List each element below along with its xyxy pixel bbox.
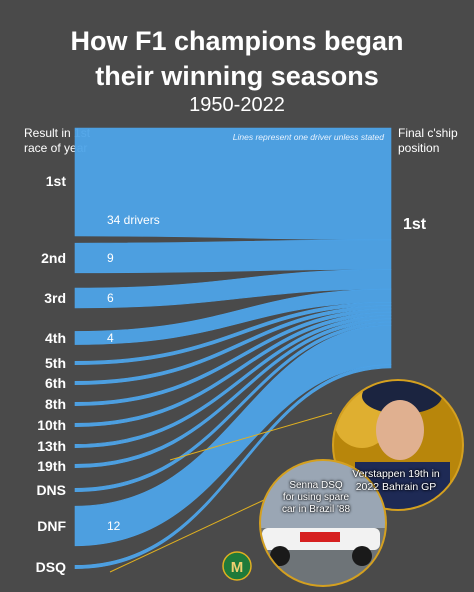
source-label-13th: 13th	[37, 438, 66, 454]
left-axis-heading-line1: Result in 1st	[24, 126, 91, 140]
flow-band-2nd	[74, 239, 392, 274]
source-label-4th: 4th	[45, 330, 66, 346]
chart-title-line1: How F1 champions began	[70, 26, 404, 56]
source-label-3rd: 3rd	[44, 290, 66, 306]
source-label-2nd: 2nd	[41, 250, 66, 266]
source-label-dnf: DNF	[37, 518, 66, 534]
senna-caption: Senna DSQ for using spare car in Brazil …	[268, 480, 364, 516]
verstappen-cap	[362, 381, 442, 414]
source-label-5th: 5th	[45, 355, 66, 371]
flow-group	[74, 127, 392, 569]
source-label-dns: DNS	[36, 482, 66, 498]
senna-caption-line3: car in Brazil '88	[281, 504, 351, 515]
right-axis-heading-line2: position	[398, 141, 440, 155]
count-label-dnf: 12	[107, 519, 121, 533]
senna-car-front-wheel	[352, 546, 372, 566]
verstappen-face	[376, 400, 424, 460]
chart-title-line2: their winning seasons	[95, 61, 379, 91]
logo-letter-icon: M	[231, 559, 244, 576]
source-labels: 1st 2nd 3rd 4th 5th 6th 8th 10th 13th 19th DNS DNF D…	[36, 173, 67, 575]
left-axis-heading: Result in 1st race of year	[24, 126, 90, 156]
chart-subtitle: 1950-2022	[189, 94, 285, 116]
source-label-dsq: DSQ	[36, 559, 66, 575]
senna-caption-line2: for using spare	[282, 492, 350, 503]
verstappen-leader-line	[169, 412, 333, 461]
source-label-1st: 1st	[46, 173, 67, 189]
chart-note: Lines represent one driver unless stated	[232, 132, 384, 142]
right-axis-heading-line1: Final c'ship	[398, 126, 458, 140]
count-label-3rd: 6	[107, 291, 114, 305]
count-labels: 34 drivers 9 6 4 12	[107, 213, 160, 533]
verstappen-caption-line2: 2022 Bahrain GP	[355, 481, 437, 493]
right-axis-heading: Final c'ship position	[398, 126, 458, 156]
source-label-19th: 19th	[37, 458, 66, 474]
senna-car-rear-wheel	[270, 546, 290, 566]
logo-icon	[222, 551, 252, 581]
source-label-6th: 6th	[45, 375, 66, 391]
count-label-2nd: 9	[107, 251, 114, 265]
count-label-4th: 4	[107, 331, 114, 345]
flow-band-dsq	[74, 364, 392, 569]
verstappen-caption: Verstappen 19th in 2022 Bahrain GP	[342, 468, 450, 494]
source-label-10th: 10th	[37, 417, 66, 433]
source-label-8th: 8th	[45, 396, 66, 412]
left-axis-heading-line2: race of year	[24, 141, 88, 155]
target-label-1st: 1st	[403, 216, 427, 233]
count-label-1st: 34 drivers	[107, 213, 160, 227]
verstappen-caption-line1: Verstappen 19th in	[352, 468, 440, 480]
senna-car-livery	[300, 532, 340, 542]
senna-leader-line	[109, 499, 265, 573]
senna-caption-line1: Senna DSQ	[289, 480, 343, 491]
